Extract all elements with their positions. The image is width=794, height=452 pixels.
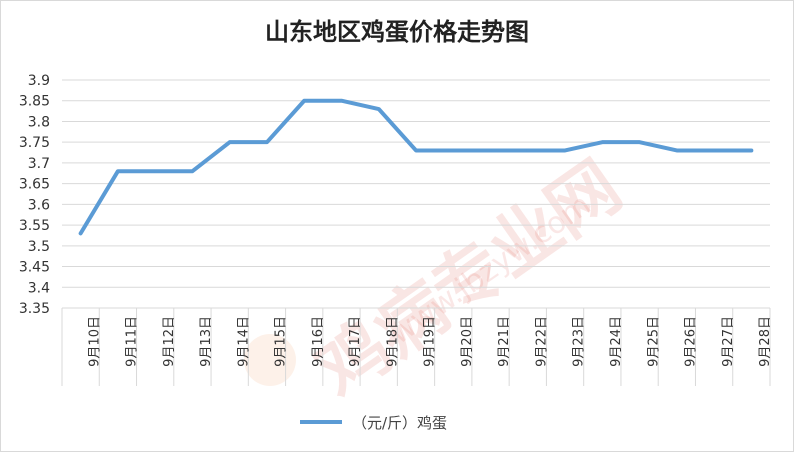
data-point (600, 140, 604, 144)
data-point (116, 169, 120, 173)
data-point (79, 231, 83, 235)
x-tick-label: 9月12日 (162, 316, 177, 367)
y-tick-label: 3.55 (19, 218, 50, 234)
series-line (78, 98, 754, 236)
x-tick-label: 9月15日 (274, 316, 289, 367)
y-tick-label: 3.85 (19, 94, 50, 110)
x-tick-label: 9月20日 (460, 316, 475, 367)
x-tick-label: 9月22日 (534, 316, 549, 367)
y-tick-label: 3.7 (28, 156, 50, 172)
x-tick-label: 9月14日 (236, 316, 251, 367)
x-tick-label: 9月23日 (572, 316, 587, 367)
x-tick-label: 9月13日 (199, 316, 214, 367)
x-tick-label: 9月10日 (87, 316, 102, 367)
data-point (638, 140, 642, 144)
x-tick-label: 9月16日 (311, 316, 326, 367)
x-tick-label: 9月11日 (125, 316, 140, 367)
data-point (228, 140, 232, 144)
series-layer (78, 98, 754, 236)
data-point (153, 169, 157, 173)
data-point (451, 148, 455, 152)
x-tick-label: 9月19日 (423, 316, 438, 367)
axis-layer: 3.35 3.4 3.45 3.5 3.55 3.6 3.65 3.7 3.75 3.8 3.85 3… (19, 73, 773, 386)
data-point (339, 99, 343, 103)
y-tick-label: 3.75 (19, 135, 50, 151)
data-point (749, 148, 753, 152)
x-tick-label: 9月27日 (721, 316, 736, 367)
x-tick-label: 9月17日 (348, 316, 363, 367)
y-tick-label: 3.6 (28, 197, 50, 213)
y-tick-label: 3.65 (19, 177, 50, 193)
chart-title: 山东地区鸡蛋价格走势图 (265, 17, 529, 46)
data-point (489, 148, 493, 152)
legend-label: （元/斤）鸡蛋 (352, 413, 448, 432)
y-tick-label: 3.45 (19, 260, 50, 276)
legend: （元/斤）鸡蛋 (300, 410, 447, 434)
y-tick-label: 3.8 (28, 114, 50, 130)
y-tick-label: 3.4 (28, 280, 50, 296)
data-point (526, 148, 530, 152)
data-point (302, 99, 306, 103)
y-tick-label: 3.35 (19, 301, 50, 317)
grid-layer (62, 79, 770, 309)
y-tick-label: 3.5 (28, 239, 50, 255)
x-tick-label: 9月26日 (684, 316, 699, 367)
data-point (377, 107, 381, 111)
x-tick-label: 9月25日 (646, 316, 661, 367)
x-tick-label: 9月28日 (758, 316, 773, 367)
x-tick-label: 9月18日 (385, 316, 400, 367)
data-point (563, 148, 567, 152)
x-tick-label: 9月24日 (609, 316, 624, 367)
data-point (265, 140, 269, 144)
data-point (675, 148, 679, 152)
legend-swatch (300, 420, 342, 424)
data-point (190, 169, 194, 173)
data-point (414, 148, 418, 152)
x-tick-label: 9月21日 (497, 316, 512, 367)
data-point (712, 148, 716, 152)
y-tick-label: 3.9 (28, 73, 50, 89)
